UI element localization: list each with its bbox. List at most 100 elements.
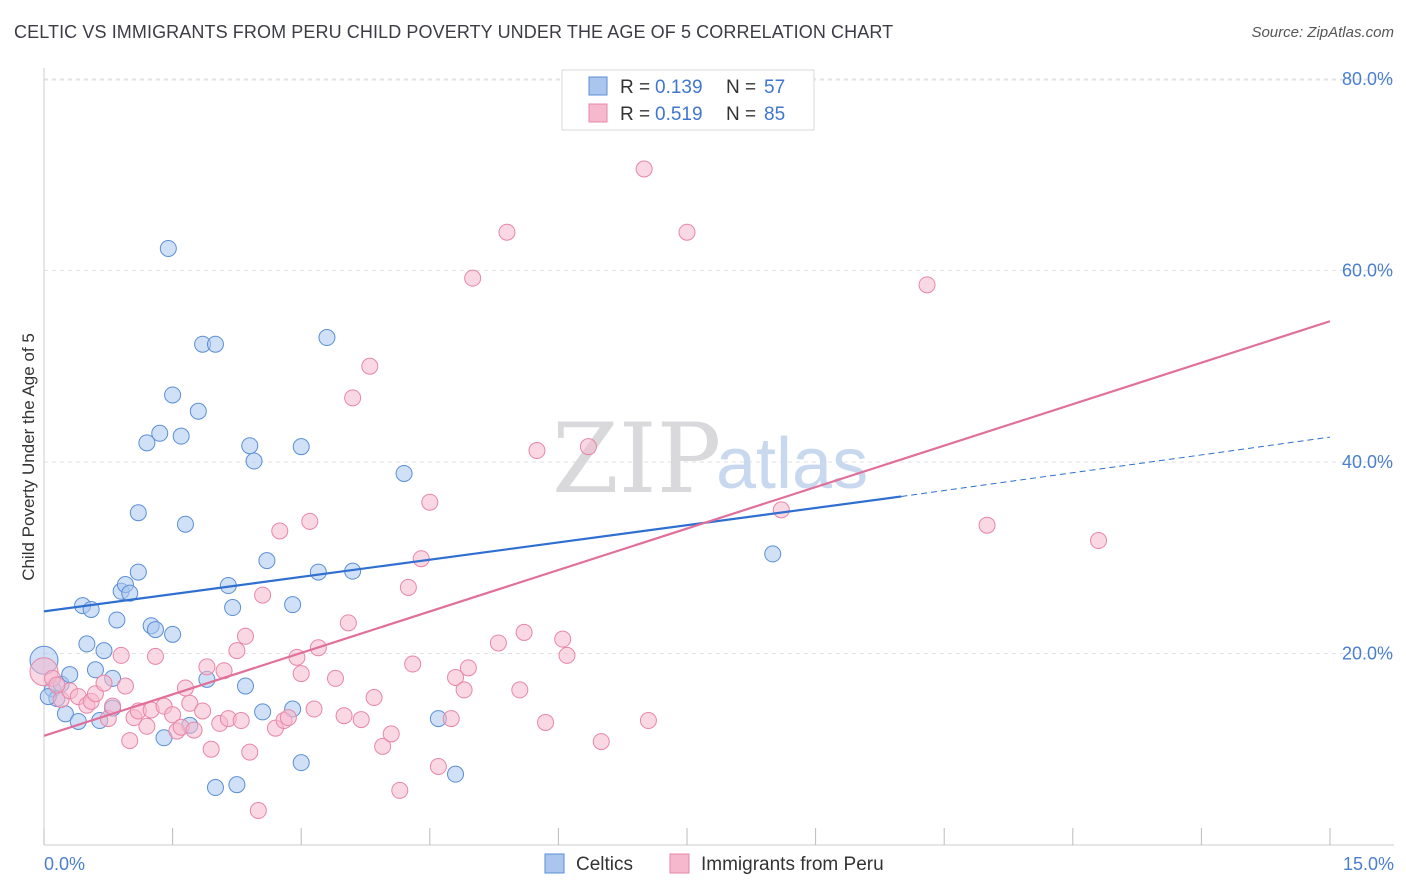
- celtic-point: [764, 545, 782, 563]
- peru-point: [429, 757, 447, 775]
- peru-point: [978, 516, 996, 534]
- peru-point: [635, 160, 653, 178]
- stats-n-label-peru: N =: [726, 104, 756, 125]
- stats-swatch-celtics: [588, 76, 608, 96]
- peru-point: [918, 276, 936, 294]
- peru-point: [344, 389, 362, 407]
- celtic-point: [241, 437, 259, 455]
- peru-point: [138, 717, 156, 735]
- peru-point: [592, 733, 610, 751]
- celtic-point: [108, 611, 126, 629]
- celtic-point: [292, 438, 310, 456]
- x-tick-label-max: 15.0%: [1343, 854, 1394, 874]
- peru-points: [29, 160, 1108, 820]
- peru-point: [326, 669, 344, 687]
- celtic-point: [309, 563, 327, 581]
- peru-point: [537, 713, 555, 731]
- peru-point: [292, 665, 310, 683]
- celtic-point: [245, 452, 263, 470]
- celtic-point: [164, 386, 182, 404]
- celtic-trend-extension: [901, 436, 1331, 497]
- celtic-point: [236, 677, 254, 695]
- stats-n-value-celtics: 57: [764, 77, 785, 98]
- celtic-point: [151, 424, 169, 442]
- watermark-atlas: atlas: [716, 424, 868, 504]
- y-tick-label: 40.0%: [1342, 452, 1393, 472]
- peru-point: [391, 781, 409, 799]
- peru-point: [95, 674, 113, 692]
- celtic-point: [164, 625, 182, 643]
- peru-point: [459, 659, 477, 677]
- celtic-point: [254, 703, 272, 721]
- celtic-point: [121, 584, 139, 602]
- legend-label-peru: Immigrants from Peru: [701, 854, 884, 875]
- peru-point: [301, 512, 319, 530]
- peru-point: [48, 676, 66, 694]
- peru-point: [236, 627, 254, 645]
- peru-point: [579, 438, 597, 456]
- celtic-point: [292, 754, 310, 772]
- peru-point: [404, 655, 422, 673]
- peru-point: [146, 647, 164, 665]
- peru-point: [412, 550, 430, 568]
- stats-n-value-peru: 85: [764, 104, 785, 125]
- celtic-point: [447, 765, 465, 783]
- celtic-point: [258, 552, 276, 570]
- stats-r-value-peru: 0.519: [655, 104, 703, 125]
- peru-point: [678, 223, 696, 241]
- peru-point: [399, 578, 417, 596]
- stats-r-label-peru: R =: [620, 104, 650, 125]
- peru-point: [489, 634, 507, 652]
- peru-point: [374, 737, 392, 755]
- celtic-point: [172, 427, 190, 445]
- peru-point: [421, 493, 439, 511]
- peru-point: [352, 711, 370, 729]
- celtic-point: [176, 515, 194, 533]
- peru-point: [228, 642, 246, 660]
- chart-title: CELTIC VS IMMIGRANTS FROM PERU CHILD POV…: [14, 22, 894, 42]
- stats-r-value-celtics: 0.139: [655, 77, 703, 98]
- peru-point: [528, 442, 546, 460]
- celtic-point: [78, 635, 96, 653]
- source-credit: Source: ZipAtlas.com: [1251, 24, 1394, 41]
- y-axis-title: Child Poverty Under the Age of 5: [19, 333, 38, 581]
- peru-point: [185, 721, 203, 739]
- peru-point: [249, 802, 267, 820]
- peru-point: [498, 223, 516, 241]
- peru-point: [558, 646, 576, 664]
- peru-point: [442, 710, 460, 728]
- peru-point: [365, 689, 383, 707]
- celtic-point: [138, 434, 156, 452]
- celtic-point: [146, 621, 164, 639]
- peru-point: [447, 668, 465, 686]
- peru-point: [772, 501, 790, 519]
- celtic-point: [95, 642, 113, 660]
- peru-point: [116, 677, 134, 695]
- peru-point: [305, 700, 323, 718]
- peru-point: [271, 522, 289, 540]
- watermark: ZIP atlas: [552, 403, 868, 515]
- peru-point: [511, 681, 529, 699]
- stats-r-label-celtics: R =: [620, 77, 650, 98]
- peru-point: [181, 694, 199, 712]
- celtic-point: [86, 661, 104, 679]
- legend-swatch-celtics: [544, 853, 565, 874]
- celtic-point: [159, 239, 177, 257]
- peru-trend-line: [43, 320, 1331, 737]
- peru-point: [455, 681, 473, 699]
- legend: Celtics Immigrants from Peru: [544, 853, 884, 875]
- x-tick-label-min: 0.0%: [44, 854, 85, 874]
- peru-point: [339, 614, 357, 632]
- peru-point: [279, 709, 297, 727]
- axes: [43, 68, 1394, 846]
- peru-point: [382, 725, 400, 743]
- peru-point: [254, 586, 272, 604]
- celtic-point: [189, 402, 207, 420]
- legend-label-celtics: Celtics: [576, 854, 633, 875]
- celtic-point: [206, 335, 224, 353]
- peru-point: [232, 712, 250, 730]
- peru-point: [112, 646, 130, 664]
- celtic-point: [61, 666, 79, 684]
- y-tick-label: 20.0%: [1342, 644, 1393, 664]
